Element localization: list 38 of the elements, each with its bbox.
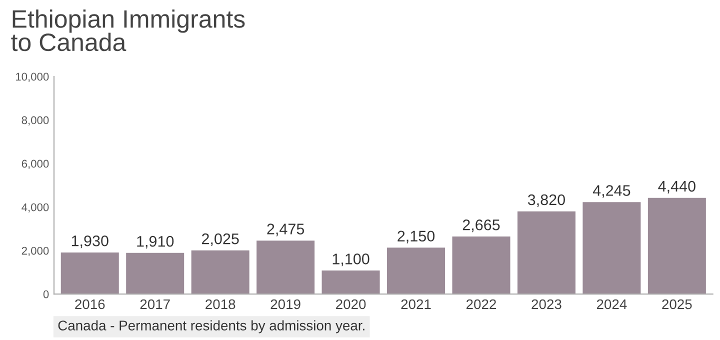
data-label: 2,025 bbox=[202, 233, 239, 246]
data-label: 2,665 bbox=[462, 219, 500, 232]
x-tick-label: 2025 bbox=[662, 299, 692, 310]
x-tick-label: 2016 bbox=[75, 299, 105, 310]
x-tick-label: 2021 bbox=[401, 299, 431, 310]
bar bbox=[582, 201, 642, 294]
data-label: 4,245 bbox=[592, 185, 630, 198]
bar bbox=[60, 252, 120, 294]
bar bbox=[256, 240, 316, 294]
text: Canada - Permanent residents by admission year. bbox=[58, 320, 364, 334]
x-tick-label: 2024 bbox=[596, 299, 627, 310]
bar bbox=[647, 197, 707, 294]
y-tick-label: 0 bbox=[43, 290, 49, 298]
chart-title: Ethiopian Immigrants to Canada bbox=[11, 9, 245, 52]
x-tick-label: 2020 bbox=[336, 299, 366, 310]
data-label: 3,820 bbox=[528, 194, 565, 207]
y-tick-label: 10,000 bbox=[16, 72, 49, 82]
x-tick-label: 2017 bbox=[140, 299, 170, 310]
x-tick-label: 2018 bbox=[206, 299, 236, 310]
y-tick-label: 6,000 bbox=[22, 160, 49, 169]
data-label: 1,910 bbox=[137, 236, 174, 249]
data-label: 2,475 bbox=[267, 224, 304, 236]
data-label: 1,100 bbox=[332, 254, 370, 266]
bar bbox=[386, 246, 446, 294]
bar bbox=[452, 236, 511, 294]
bar bbox=[516, 210, 576, 294]
bar bbox=[125, 252, 185, 294]
bar bbox=[321, 270, 380, 294]
data-label: 1,930 bbox=[72, 235, 108, 248]
x-tick-label: 2022 bbox=[466, 299, 496, 310]
y-tick-label: 4,000 bbox=[22, 203, 49, 213]
data-label: 2,150 bbox=[398, 230, 435, 244]
x-tick-label: 2023 bbox=[532, 299, 562, 310]
y-tick-label: 8,000 bbox=[22, 116, 49, 126]
data-label: 4,440 bbox=[658, 180, 696, 194]
y-tick-label: 2,000 bbox=[22, 246, 49, 256]
bar bbox=[190, 250, 250, 294]
x-tick-label: 2019 bbox=[270, 299, 300, 310]
